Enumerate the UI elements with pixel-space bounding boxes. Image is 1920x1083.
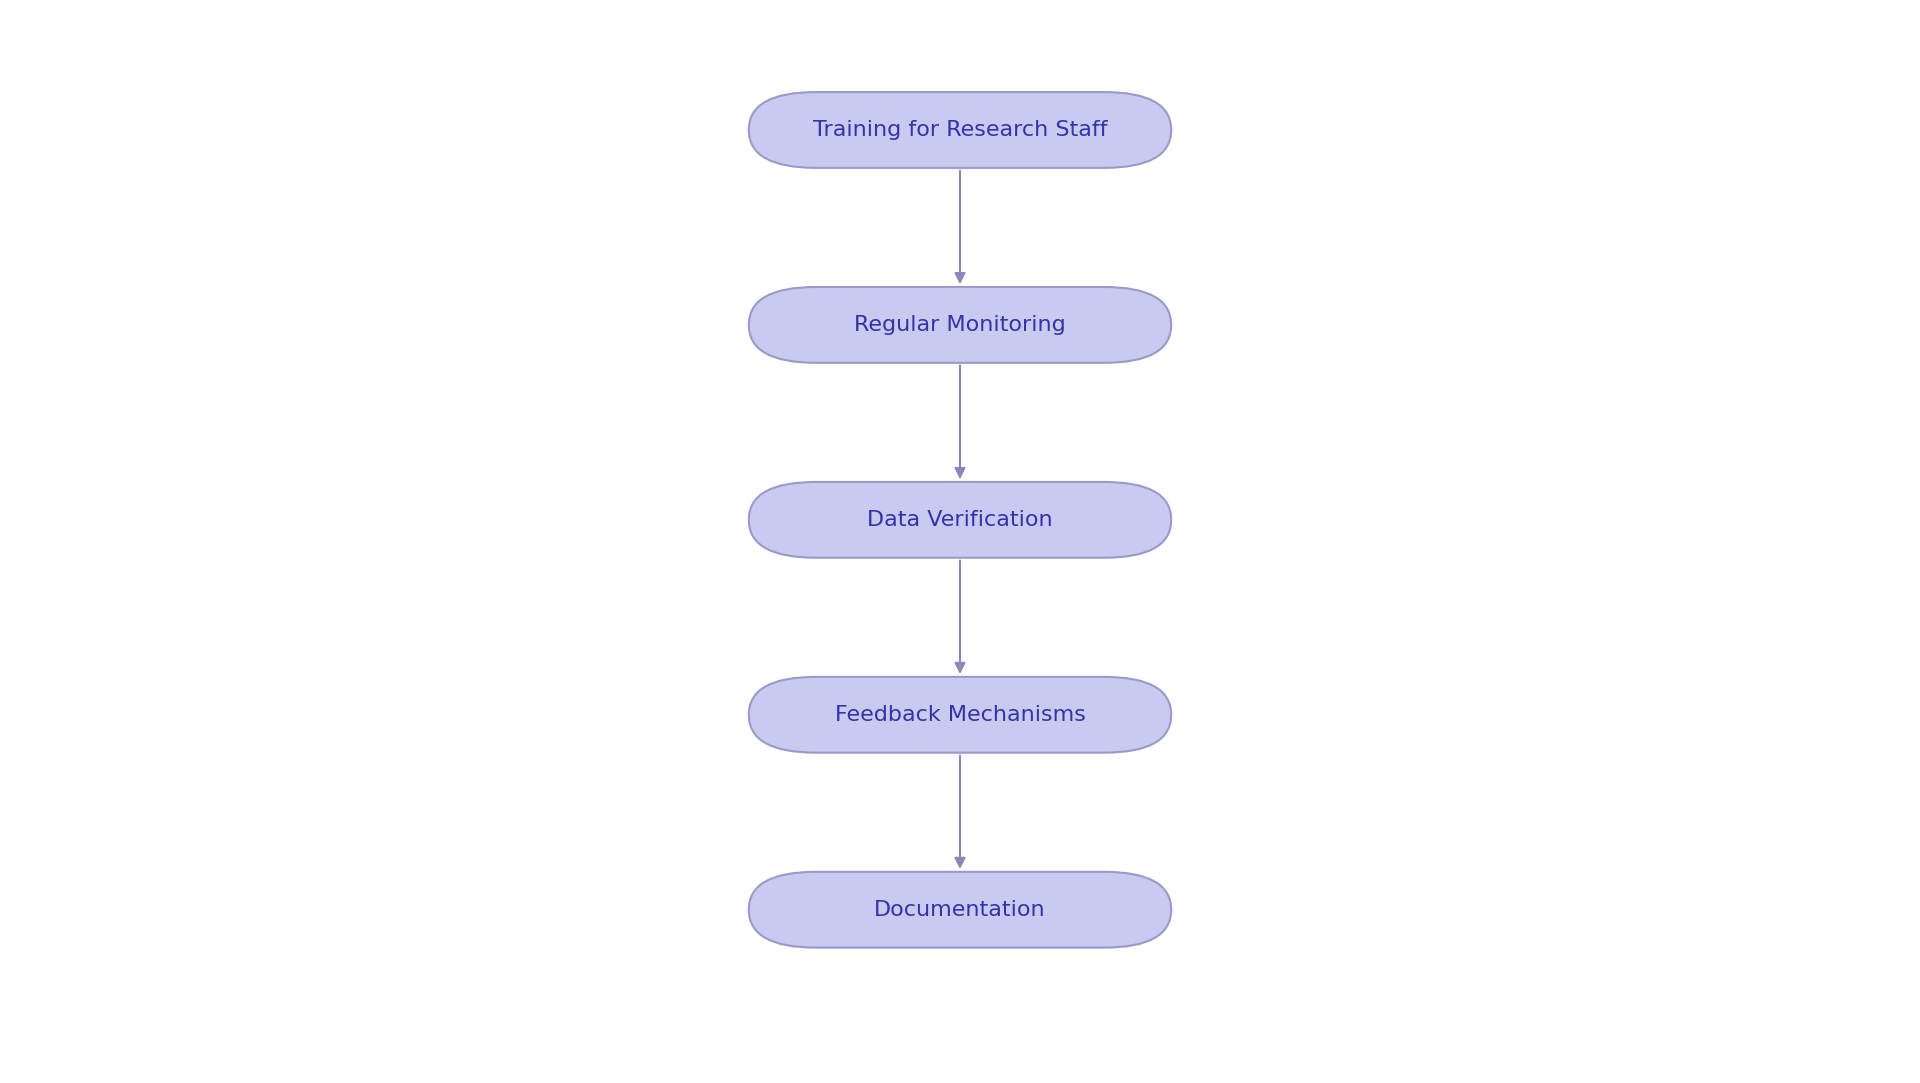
FancyBboxPatch shape bbox=[749, 482, 1171, 558]
Text: Regular Monitoring: Regular Monitoring bbox=[854, 315, 1066, 335]
Text: Feedback Mechanisms: Feedback Mechanisms bbox=[835, 705, 1085, 725]
FancyBboxPatch shape bbox=[749, 872, 1171, 948]
Text: Training for Research Staff: Training for Research Staff bbox=[812, 120, 1108, 140]
Text: Data Verification: Data Verification bbox=[868, 510, 1052, 530]
FancyBboxPatch shape bbox=[749, 92, 1171, 168]
Text: Documentation: Documentation bbox=[874, 900, 1046, 919]
FancyBboxPatch shape bbox=[749, 677, 1171, 753]
FancyBboxPatch shape bbox=[749, 287, 1171, 363]
